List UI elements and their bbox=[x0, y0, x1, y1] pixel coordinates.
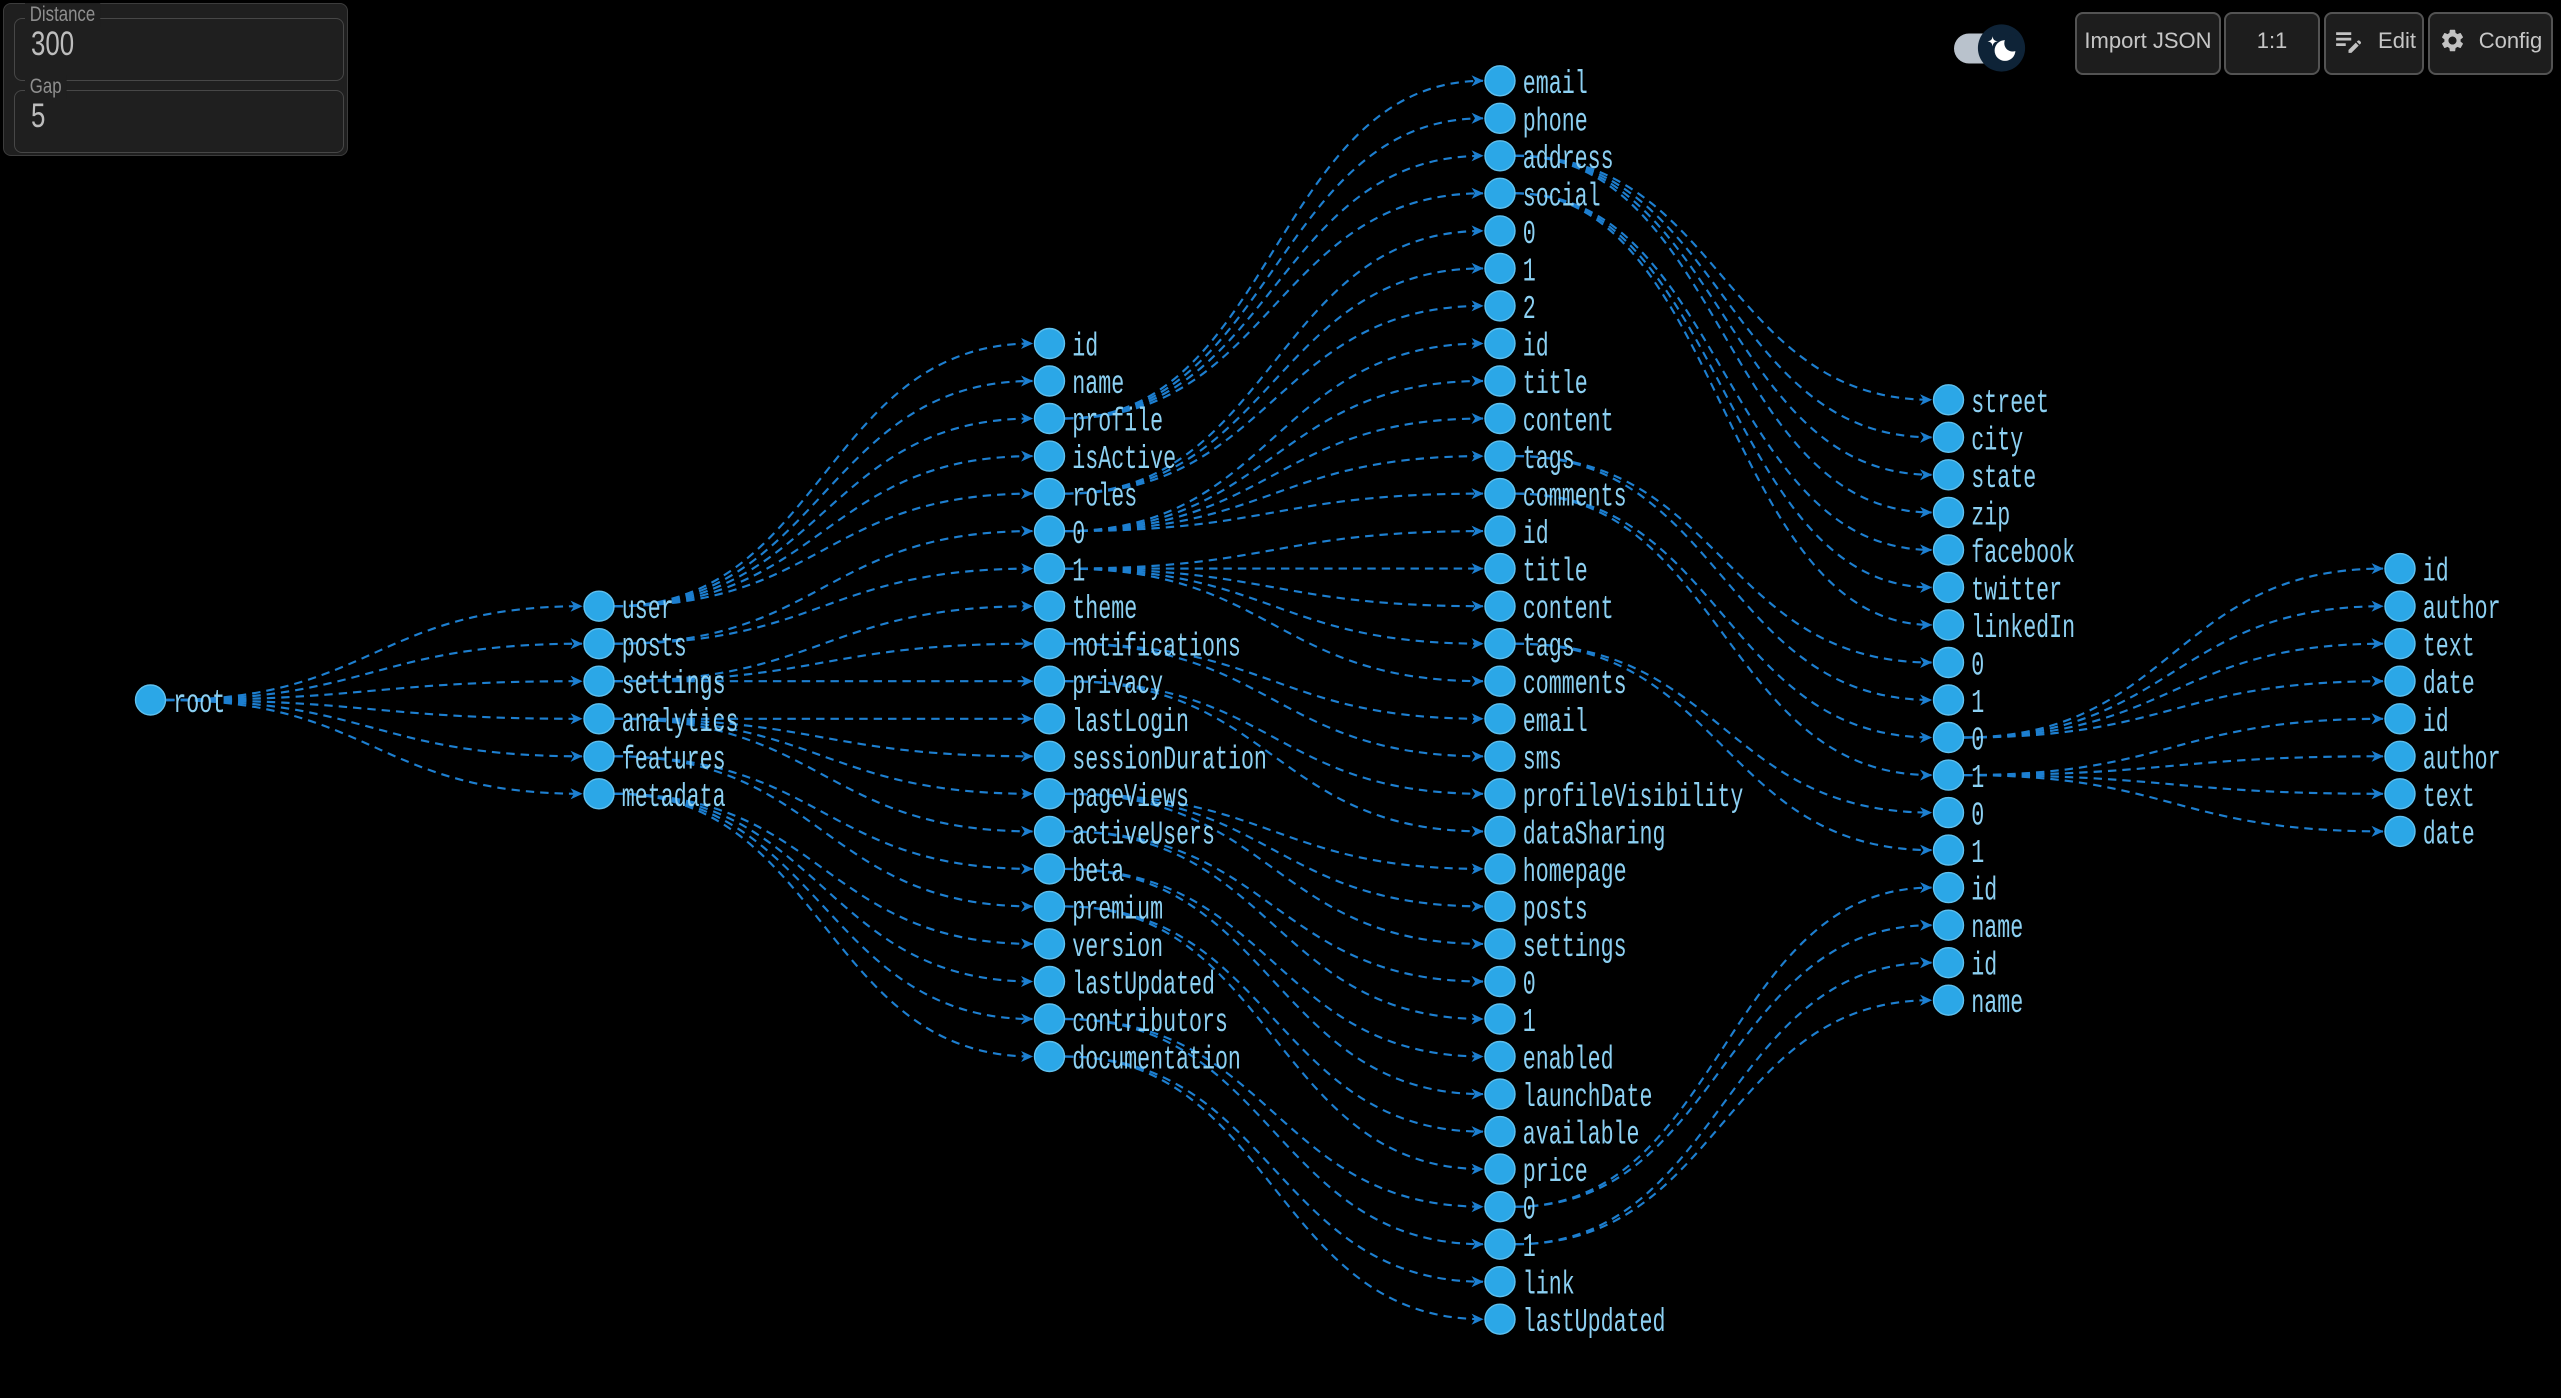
svg-text:notifications: notifications bbox=[1072, 629, 1241, 666]
svg-text:homepage: homepage bbox=[1523, 854, 1627, 891]
svg-text:lastUpdated: lastUpdated bbox=[1072, 967, 1215, 1004]
svg-text:comments: comments bbox=[1523, 479, 1627, 516]
svg-text:name: name bbox=[1072, 366, 1124, 403]
svg-text:1: 1 bbox=[1523, 1004, 1536, 1041]
svg-text:id: id bbox=[1523, 516, 1549, 553]
svg-text:launchDate: launchDate bbox=[1523, 1079, 1653, 1116]
svg-text:0: 0 bbox=[1971, 723, 1984, 760]
svg-text:id: id bbox=[1971, 873, 1997, 910]
svg-text:0: 0 bbox=[1523, 216, 1536, 253]
svg-text:name: name bbox=[1971, 985, 2023, 1022]
svg-text:pageViews: pageViews bbox=[1072, 779, 1189, 816]
svg-text:comments: comments bbox=[1523, 666, 1627, 703]
svg-text:version: version bbox=[1072, 929, 1163, 966]
svg-text:street: street bbox=[1971, 385, 2049, 422]
svg-text:theme: theme bbox=[1072, 591, 1137, 628]
svg-text:title: title bbox=[1523, 366, 1588, 403]
svg-text:id: id bbox=[1971, 948, 1997, 985]
svg-text:email: email bbox=[1523, 66, 1588, 103]
svg-text:social: social bbox=[1523, 178, 1601, 215]
svg-text:text: text bbox=[2423, 779, 2475, 816]
svg-text:0: 0 bbox=[1971, 648, 1984, 685]
svg-text:premium: premium bbox=[1072, 891, 1163, 928]
svg-text:beta: beta bbox=[1072, 854, 1124, 891]
svg-text:0: 0 bbox=[1971, 798, 1984, 835]
svg-text:roles: roles bbox=[1072, 479, 1137, 516]
svg-text:id: id bbox=[2423, 704, 2449, 741]
svg-text:metadata: metadata bbox=[622, 779, 726, 816]
svg-text:id: id bbox=[2423, 554, 2449, 591]
svg-text:lastLogin: lastLogin bbox=[1072, 704, 1189, 741]
svg-text:settings: settings bbox=[622, 666, 726, 703]
svg-text:content: content bbox=[1523, 591, 1614, 628]
svg-text:analytics: analytics bbox=[622, 704, 739, 741]
svg-text:isActive: isActive bbox=[1072, 441, 1176, 478]
svg-text:title: title bbox=[1523, 554, 1588, 591]
svg-text:id: id bbox=[1523, 329, 1549, 366]
svg-text:city: city bbox=[1971, 422, 2023, 459]
svg-text:phone: phone bbox=[1523, 103, 1588, 140]
svg-text:1: 1 bbox=[1971, 835, 1984, 872]
svg-text:0: 0 bbox=[1523, 967, 1536, 1004]
svg-text:id: id bbox=[1072, 329, 1098, 366]
svg-text:2: 2 bbox=[1523, 291, 1536, 328]
svg-text:sessionDuration: sessionDuration bbox=[1072, 741, 1267, 778]
svg-text:root: root bbox=[173, 685, 225, 722]
svg-text:privacy: privacy bbox=[1072, 666, 1163, 703]
svg-text:posts: posts bbox=[622, 629, 687, 666]
svg-text:author: author bbox=[2423, 591, 2501, 628]
svg-text:facebook: facebook bbox=[1971, 535, 2075, 572]
svg-text:content: content bbox=[1523, 404, 1614, 441]
svg-text:enabled: enabled bbox=[1523, 1042, 1614, 1079]
svg-text:twitter: twitter bbox=[1971, 572, 2062, 609]
svg-text:price: price bbox=[1523, 1154, 1588, 1191]
svg-text:email: email bbox=[1523, 704, 1588, 741]
svg-text:name: name bbox=[1971, 910, 2023, 947]
svg-text:text: text bbox=[2423, 629, 2475, 666]
svg-text:profileVisibility: profileVisibility bbox=[1523, 779, 1744, 816]
svg-text:1: 1 bbox=[1523, 1229, 1536, 1266]
svg-text:settings: settings bbox=[1523, 929, 1627, 966]
svg-text:author: author bbox=[2423, 741, 2501, 778]
svg-text:link: link bbox=[1523, 1267, 1575, 1304]
svg-text:1: 1 bbox=[1971, 760, 1984, 797]
svg-text:dataSharing: dataSharing bbox=[1523, 816, 1666, 853]
svg-text:user: user bbox=[622, 591, 674, 628]
svg-text:profile: profile bbox=[1072, 404, 1163, 441]
svg-text:address: address bbox=[1523, 141, 1614, 178]
svg-text:available: available bbox=[1523, 1117, 1640, 1154]
svg-text:1: 1 bbox=[1523, 253, 1536, 290]
svg-text:date: date bbox=[2423, 816, 2475, 853]
svg-text:0: 0 bbox=[1072, 516, 1085, 553]
svg-text:date: date bbox=[2423, 666, 2475, 703]
svg-text:1: 1 bbox=[1072, 554, 1085, 591]
svg-text:linkedIn: linkedIn bbox=[1971, 610, 2075, 647]
svg-text:zip: zip bbox=[1971, 497, 2010, 534]
svg-text:lastUpdated: lastUpdated bbox=[1523, 1304, 1666, 1341]
svg-text:features: features bbox=[622, 741, 726, 778]
svg-text:state: state bbox=[1971, 460, 2036, 497]
svg-text:contributors: contributors bbox=[1072, 1004, 1228, 1041]
svg-text:documentation: documentation bbox=[1072, 1042, 1241, 1079]
svg-text:activeUsers: activeUsers bbox=[1072, 816, 1215, 853]
svg-text:tags: tags bbox=[1523, 629, 1575, 666]
svg-text:tags: tags bbox=[1523, 441, 1575, 478]
svg-text:0: 0 bbox=[1523, 1192, 1536, 1229]
svg-text:sms: sms bbox=[1523, 741, 1562, 778]
svg-text:posts: posts bbox=[1523, 891, 1588, 928]
svg-text:1: 1 bbox=[1971, 685, 1984, 722]
